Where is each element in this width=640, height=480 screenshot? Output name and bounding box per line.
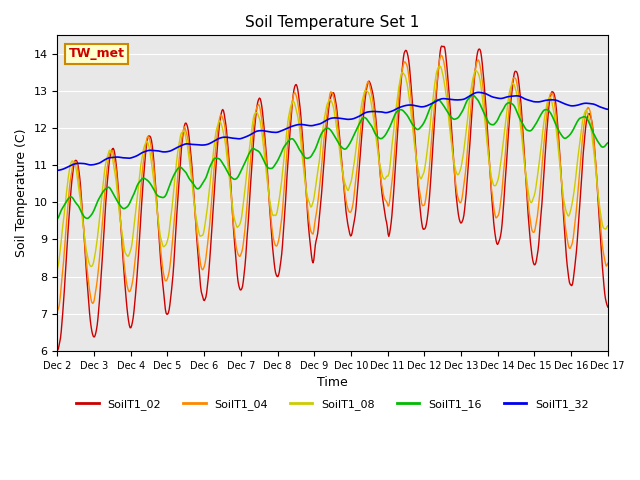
SoilT1_02 — [120, 269, 128, 275]
SoilT1_04 — [205, 228, 212, 234]
SoilT1_16 — [54, 216, 61, 222]
SoilT1_32 — [604, 107, 612, 112]
SoilT1_02 — [438, 43, 445, 49]
SoilT1_04 — [120, 260, 128, 265]
Title: Soil Temperature Set 1: Soil Temperature Set 1 — [245, 15, 420, 30]
SoilT1_16 — [205, 166, 212, 172]
SoilT1_02 — [54, 348, 61, 353]
SoilT1_16 — [63, 197, 71, 203]
SoilT1_04 — [399, 61, 407, 67]
SoilT1_16 — [415, 126, 423, 132]
SoilT1_32 — [205, 141, 212, 147]
SoilT1_04 — [63, 209, 71, 215]
Line: SoilT1_04: SoilT1_04 — [58, 55, 608, 311]
Line: SoilT1_32: SoilT1_32 — [58, 92, 608, 170]
SoilT1_08 — [54, 266, 61, 272]
SoilT1_02 — [415, 199, 423, 205]
SoilT1_16 — [469, 93, 477, 98]
SoilT1_04 — [415, 187, 423, 193]
SoilT1_32 — [63, 164, 71, 170]
SoilT1_02 — [205, 267, 212, 273]
SoilT1_08 — [120, 244, 128, 250]
SoilT1_16 — [399, 108, 407, 114]
SoilT1_08 — [604, 223, 612, 229]
SoilT1_08 — [176, 136, 184, 142]
SoilT1_04 — [604, 260, 612, 266]
Line: SoilT1_16: SoilT1_16 — [58, 96, 608, 219]
Y-axis label: Soil Temperature (C): Soil Temperature (C) — [15, 129, 28, 257]
Line: SoilT1_08: SoilT1_08 — [58, 66, 608, 269]
SoilT1_04 — [176, 149, 184, 155]
SoilT1_32 — [474, 89, 482, 95]
SoilT1_08 — [436, 63, 444, 69]
SoilT1_02 — [176, 168, 184, 173]
SoilT1_16 — [176, 164, 184, 170]
SoilT1_02 — [63, 239, 71, 244]
Legend: SoilT1_02, SoilT1_04, SoilT1_08, SoilT1_16, SoilT1_32: SoilT1_02, SoilT1_04, SoilT1_08, SoilT1_… — [72, 395, 593, 415]
SoilT1_32 — [415, 104, 423, 109]
SoilT1_02 — [399, 55, 407, 60]
Line: SoilT1_02: SoilT1_02 — [58, 46, 608, 350]
Text: TW_met: TW_met — [68, 48, 124, 60]
SoilT1_08 — [415, 173, 423, 179]
SoilT1_32 — [399, 103, 407, 109]
SoilT1_16 — [604, 140, 612, 146]
SoilT1_02 — [604, 304, 612, 310]
SoilT1_04 — [438, 52, 445, 58]
SoilT1_32 — [120, 155, 128, 161]
SoilT1_32 — [54, 168, 61, 173]
SoilT1_32 — [176, 144, 184, 149]
X-axis label: Time: Time — [317, 376, 348, 389]
SoilT1_16 — [120, 206, 128, 212]
SoilT1_08 — [399, 71, 407, 76]
SoilT1_04 — [54, 308, 61, 313]
SoilT1_08 — [63, 182, 71, 188]
SoilT1_08 — [205, 190, 212, 196]
